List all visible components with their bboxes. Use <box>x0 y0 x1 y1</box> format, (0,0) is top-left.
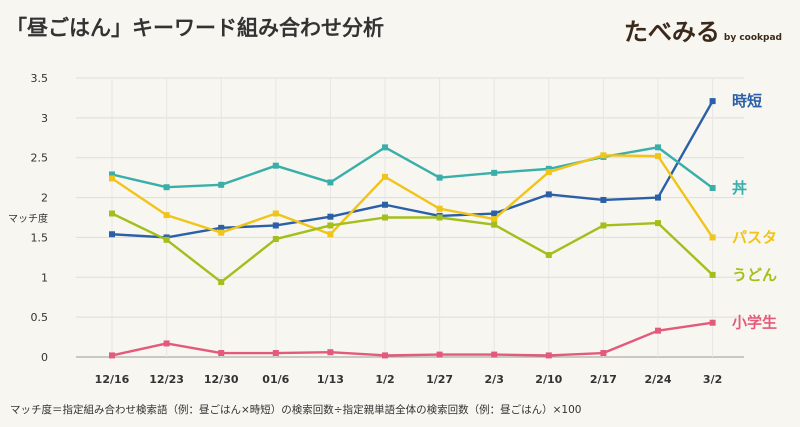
data-point <box>491 221 498 228</box>
data-point <box>109 210 115 217</box>
data-point <box>327 213 334 220</box>
data-point <box>327 179 334 186</box>
data-point <box>272 162 279 169</box>
y-tick-label: 0 <box>41 351 48 364</box>
data-point <box>600 152 607 159</box>
data-point <box>491 351 498 358</box>
y-axis-label: マッチ度 <box>8 214 48 225</box>
y-tick-label: 2.5 <box>31 152 49 165</box>
series-line <box>111 212 714 284</box>
data-point <box>382 201 388 208</box>
data-point <box>218 350 225 357</box>
data-point <box>272 350 279 357</box>
data-point <box>218 279 225 286</box>
data-point <box>655 194 661 201</box>
data-point <box>545 169 552 176</box>
data-point <box>436 351 443 358</box>
series-label: 小学生 <box>732 314 777 332</box>
series-line <box>111 146 714 189</box>
data-point <box>545 165 552 172</box>
data-point <box>327 231 334 238</box>
data-point <box>382 214 388 221</box>
data-point <box>709 271 716 278</box>
x-tick-label: 1/13 <box>317 373 344 386</box>
brand-name: たべみる <box>623 18 720 46</box>
x-tick-label: 12/16 <box>95 373 130 386</box>
series-label: パスタ <box>732 228 777 246</box>
data-point <box>655 327 661 334</box>
brand-logo: たべみる by cookpad <box>624 12 782 47</box>
data-point <box>382 352 388 359</box>
data-point <box>709 234 716 241</box>
y-tick-label: 2 <box>41 192 48 205</box>
data-point <box>436 214 443 221</box>
brand-sub: by cookpad <box>723 33 782 43</box>
data-point <box>272 210 279 217</box>
data-point <box>272 236 279 243</box>
x-tick-label: 12/23 <box>149 373 184 386</box>
data-point <box>382 173 388 180</box>
series-line <box>111 321 713 357</box>
x-tick-label: 1/2 <box>375 373 394 386</box>
y-tick-label: 1.5 <box>31 231 49 244</box>
series-label: 時短 <box>732 92 762 110</box>
data-point <box>109 231 115 238</box>
series-label: うどん <box>732 266 777 284</box>
x-tick-label: 12/30 <box>204 373 239 386</box>
data-point <box>163 212 170 219</box>
data-point <box>709 319 716 326</box>
x-tick-label: 3/2 <box>703 373 722 386</box>
data-point <box>163 184 170 191</box>
x-tick-label: 2/17 <box>590 373 617 386</box>
data-point <box>655 153 661 160</box>
data-point <box>218 224 225 231</box>
data-point <box>491 216 498 223</box>
y-tick-label: 3 <box>41 112 48 125</box>
data-point <box>272 222 279 229</box>
data-point <box>545 251 552 258</box>
data-point <box>491 169 498 176</box>
x-tick-label: 1/27 <box>426 373 453 386</box>
data-point <box>709 185 716 192</box>
data-point <box>218 181 225 188</box>
x-tick-label: 2/3 <box>485 373 504 386</box>
x-tick-label: 2/24 <box>645 373 672 386</box>
data-point <box>163 236 170 243</box>
data-point <box>545 352 552 359</box>
data-point <box>709 98 716 105</box>
data-point <box>655 144 661 151</box>
x-tick-label: 2/10 <box>535 373 562 386</box>
data-point <box>218 229 225 236</box>
y-tick-label: 3.5 <box>31 72 49 85</box>
data-point <box>382 144 388 151</box>
y-tick-label: 1 <box>41 271 48 284</box>
x-tick-label: 01/6 <box>262 373 289 386</box>
data-point <box>436 174 443 181</box>
series-label: 丼 <box>732 179 747 197</box>
data-point <box>436 205 443 212</box>
y-tick-label: 0.5 <box>31 311 49 324</box>
data-point <box>109 352 115 359</box>
data-point <box>545 191 552 198</box>
data-point <box>600 196 607 203</box>
data-point <box>491 210 498 217</box>
data-point <box>600 350 607 357</box>
data-point <box>327 222 334 229</box>
series-line <box>111 154 714 239</box>
data-point <box>163 340 170 347</box>
data-point <box>600 222 607 229</box>
data-point <box>655 220 661 227</box>
chart-title: 「昼ごはん」キーワード組み合わせ分析 <box>6 16 384 40</box>
data-point <box>109 175 115 182</box>
footnote: マッチ度＝指定組み合わせ検索語（例：昼ごはん×時短）の検索回数÷指定親単語全体の… <box>10 404 582 416</box>
data-point <box>109 171 115 178</box>
data-point <box>327 349 334 356</box>
